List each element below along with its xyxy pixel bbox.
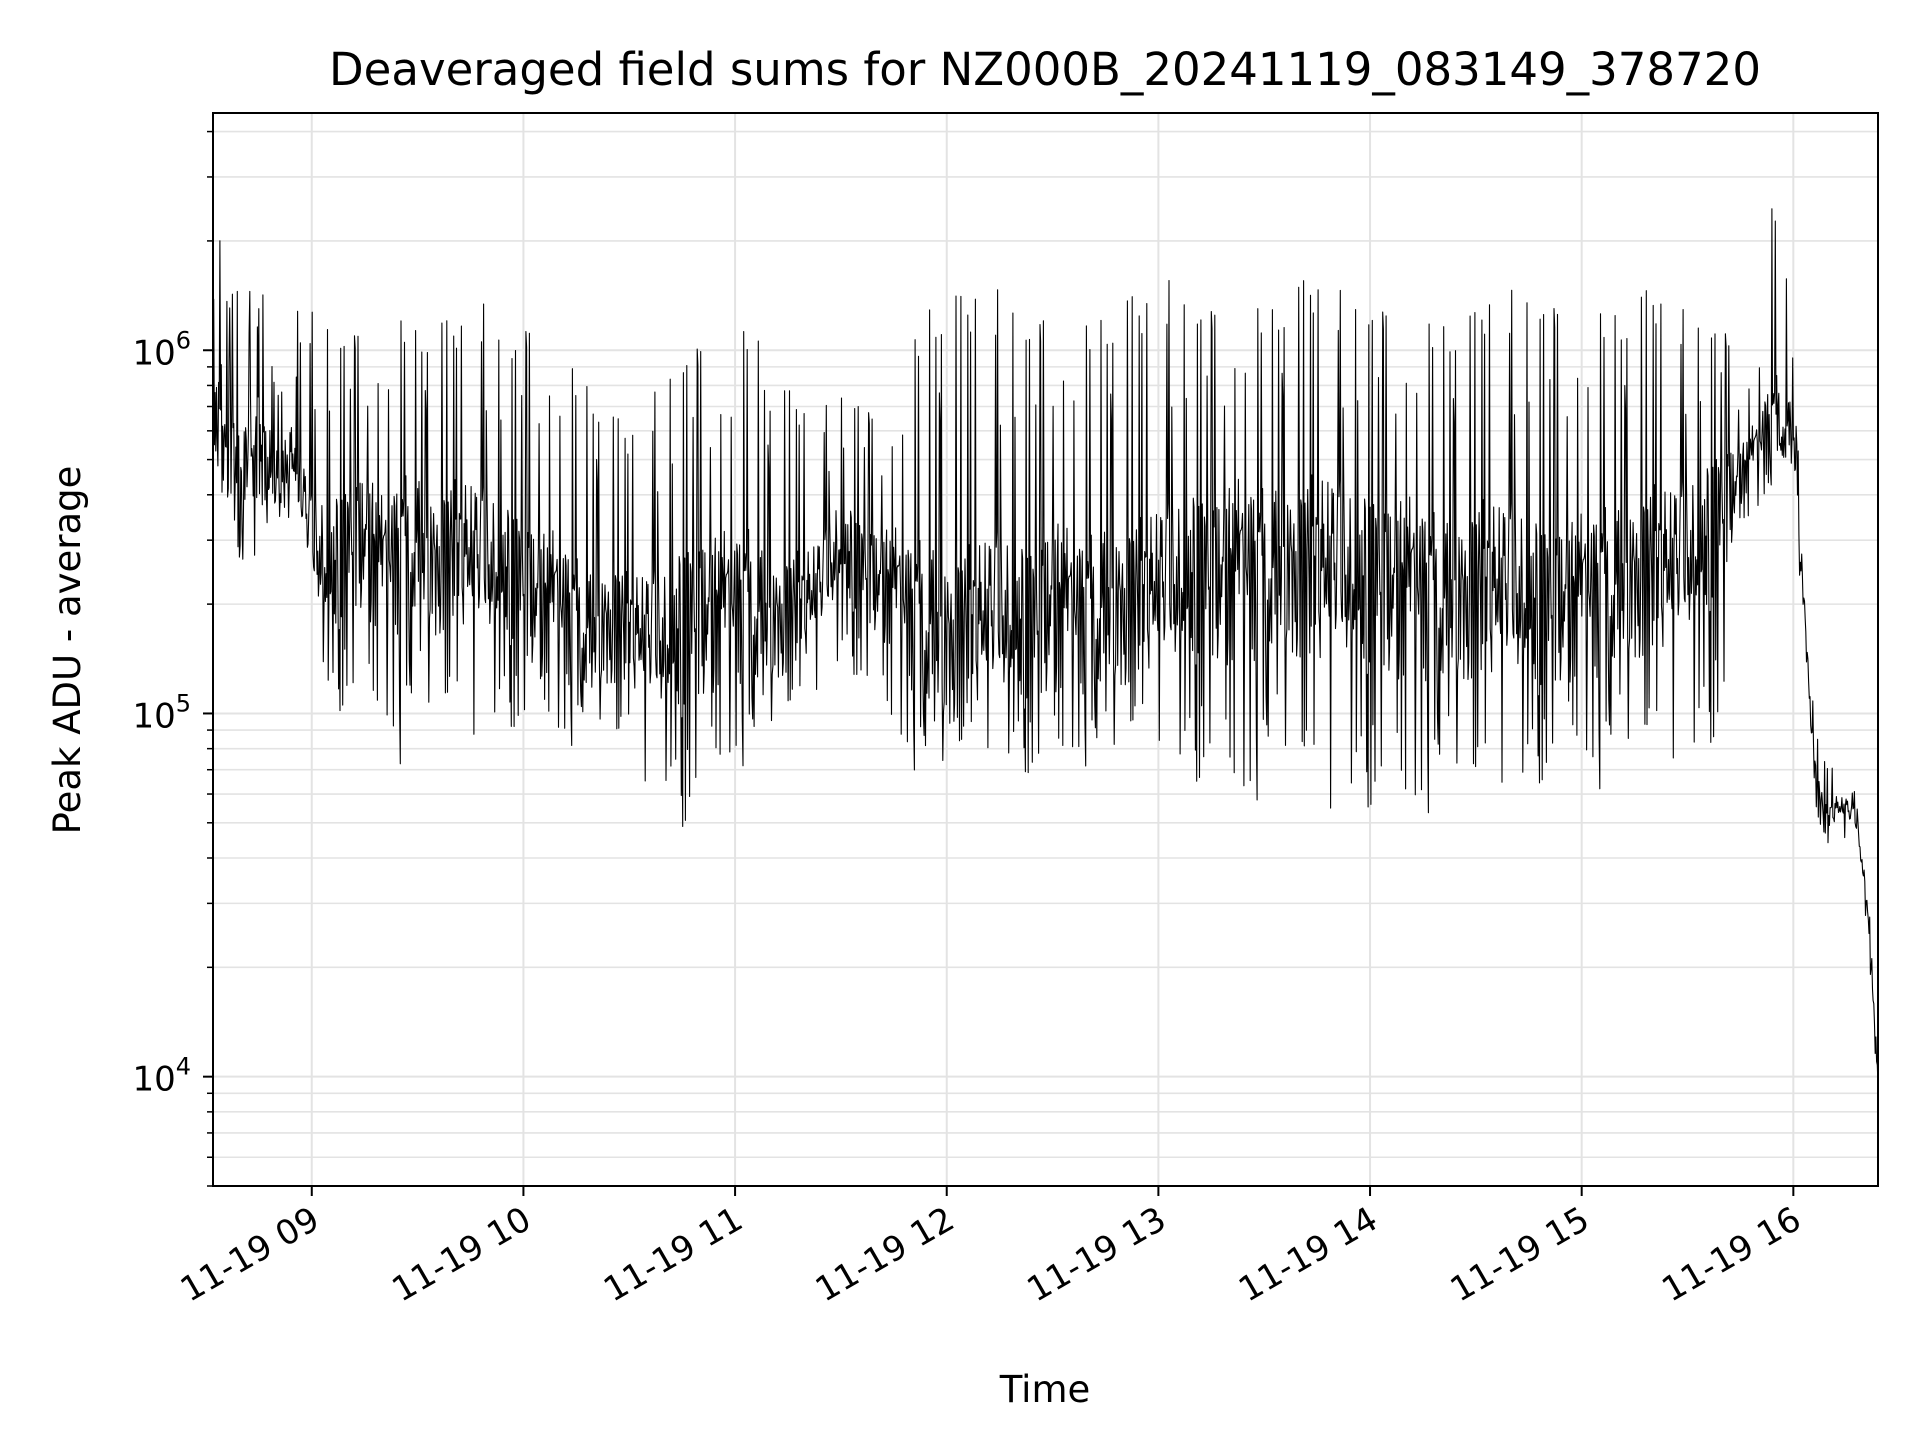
y-tick-label-exponent: 4 [176,1053,191,1081]
y-tick-label: 106 [132,326,191,373]
y-tick-label: 104 [132,1053,191,1100]
y-tick-label: 105 [132,689,191,736]
y-tick-label-base: 10 [132,696,175,736]
y-tick-label-base: 10 [132,333,175,373]
y-tick-label-base: 10 [132,1060,175,1100]
chart-title: Deaveraged field sums for NZ000B_2024111… [329,43,1761,96]
plot-frame [212,112,1879,1187]
x-axis-label: Time [999,1368,1091,1411]
y-tick-label-exponent: 6 [176,326,191,354]
series-layer [212,208,1879,1087]
y-tick-label-exponent: 5 [176,689,191,717]
series-line [212,208,1879,1087]
y-axis-label: Peak ADU - average [46,466,89,835]
